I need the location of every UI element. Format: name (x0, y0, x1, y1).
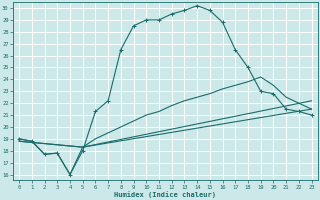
X-axis label: Humidex (Indice chaleur): Humidex (Indice chaleur) (114, 191, 216, 198)
